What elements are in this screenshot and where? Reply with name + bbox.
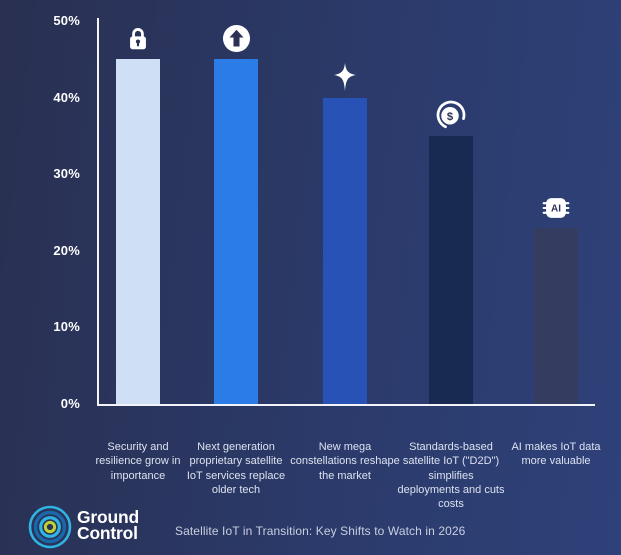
y-axis-line	[97, 18, 99, 406]
growth-arrow-icon	[214, 19, 258, 53]
bar	[323, 97, 367, 404]
bar	[534, 227, 578, 404]
y-tick-label: 10%	[53, 319, 80, 335]
bar	[214, 59, 258, 404]
logo-wordmark: Ground Control	[77, 507, 139, 543]
bar	[429, 135, 473, 404]
ground-control-logo: Ground Control	[27, 503, 177, 551]
sparkle-icon	[323, 58, 367, 92]
bar	[116, 59, 160, 404]
logo-word-ground: Ground	[77, 507, 139, 527]
y-tick-label: 40%	[53, 89, 80, 105]
category-label: AI makes IoT data more valuable	[511, 441, 601, 468]
logo-rings-icon	[28, 505, 72, 549]
footer: Ground Control Satellite IoT in Transiti…	[0, 498, 621, 555]
y-tick-label: 20%	[53, 242, 80, 258]
lock-icon	[116, 19, 160, 53]
category-label: Next generation proprietary satellite Io…	[186, 441, 286, 496]
logo-word-control: Control	[77, 523, 138, 543]
x-axis-line	[97, 404, 595, 406]
y-tick-label: 50%	[53, 13, 80, 28]
svg-text:$: $	[447, 111, 454, 123]
category-label: Standards-based satellite IoT ("D2D") si…	[397, 441, 505, 511]
cost-coin-icon: $	[429, 96, 473, 130]
y-tick-label: 0%	[60, 396, 80, 411]
category-label: New mega constellations reshape the mark…	[290, 441, 400, 482]
chart-caption: Satellite IoT in Transition: Key Shifts …	[175, 524, 466, 538]
category-label: Security and resilience grow in importan…	[95, 441, 181, 482]
y-tick-label: 30%	[53, 166, 80, 182]
ai-chip-icon: AI	[534, 188, 578, 222]
svg-text:AI: AI	[551, 203, 561, 214]
